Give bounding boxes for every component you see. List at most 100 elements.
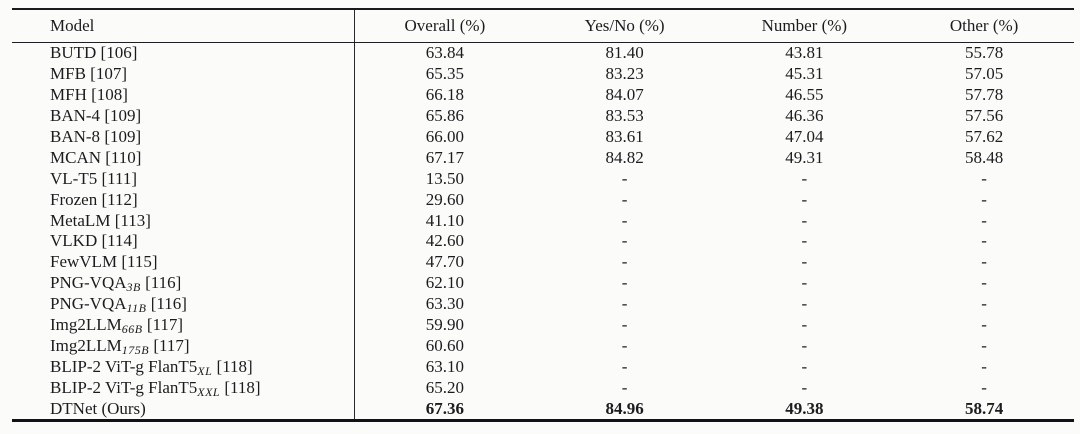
table-row: DTNet (Ours) 67.36 84.96 49.38 58.74 bbox=[12, 397, 1074, 419]
table-row: VLKD [114] 42.60 - - - bbox=[12, 230, 1074, 252]
header-cell-yesno: Yes/No (%) bbox=[584, 16, 665, 36]
number-cell: - bbox=[801, 210, 808, 230]
other-cell: - bbox=[981, 273, 987, 293]
model-name: Img2LLM bbox=[50, 315, 122, 335]
number-cell: - bbox=[801, 335, 808, 355]
table-row: MCAN [110] 67.17 84.82 49.31 58.48 bbox=[12, 146, 1074, 168]
model-subscript: XXL bbox=[197, 384, 221, 399]
model-name: FewVLM bbox=[50, 252, 118, 272]
model-name: Frozen bbox=[50, 189, 98, 209]
overall-cell: 47.70 bbox=[425, 252, 464, 272]
yesno-cell: - bbox=[621, 189, 628, 209]
model-cell: MFB [107] bbox=[12, 63, 355, 85]
overall-cell: 65.86 bbox=[425, 106, 464, 126]
model-cell: Img2LLM 175B [117] bbox=[12, 334, 355, 357]
yesno-cell: 84.07 bbox=[605, 85, 644, 105]
number-cell: 45.31 bbox=[785, 64, 824, 84]
number-cell: 46.55 bbox=[785, 85, 824, 105]
model-name: MFB bbox=[50, 64, 86, 84]
overall-cell: 65.20 bbox=[425, 377, 464, 397]
other-cell: - bbox=[981, 210, 987, 230]
header-cell-number: Number (%) bbox=[761, 16, 848, 36]
model-citation: [106] bbox=[96, 43, 138, 63]
model-cell: MCAN [110] bbox=[12, 146, 355, 168]
table-row: PNG-VQA 11B [116] 63.30 - - - bbox=[12, 293, 1074, 314]
table-row: Img2LLM 66B [117] 59.90 - - - bbox=[12, 314, 1074, 335]
overall-cell: 67.36 bbox=[425, 398, 464, 418]
number-cell: 47.04 bbox=[785, 127, 824, 146]
model-citation: [118] bbox=[212, 356, 253, 376]
table-row: BAN-4 [109] 65.86 83.53 46.36 57.56 bbox=[12, 105, 1074, 127]
model-cell: DTNet (Ours) bbox=[12, 397, 355, 419]
other-cell: - bbox=[981, 377, 987, 397]
number-cell: 43.81 bbox=[785, 43, 824, 63]
other-cell: 57.62 bbox=[965, 127, 1004, 146]
model-citation: [107] bbox=[85, 64, 127, 84]
table-header-row: Model Overall (%) Yes/No (%) Number (%) … bbox=[12, 10, 1074, 43]
model-citation: [117] bbox=[142, 315, 184, 335]
yesno-cell: 83.61 bbox=[605, 127, 644, 146]
yesno-cell: - bbox=[621, 273, 628, 293]
overall-cell: 59.90 bbox=[425, 315, 464, 335]
model-cell: MetaLM [113] bbox=[12, 209, 355, 231]
number-cell: - bbox=[801, 168, 808, 188]
model-cell: BAN-8 [109] bbox=[12, 126, 355, 147]
model-citation: [115] bbox=[117, 252, 158, 272]
overall-cell: 29.60 bbox=[425, 189, 464, 209]
other-cell: 55.78 bbox=[965, 43, 1004, 63]
yesno-cell: - bbox=[621, 252, 628, 272]
overall-cell: 60.60 bbox=[425, 335, 464, 355]
model-cell: VLKD [114] bbox=[12, 230, 355, 252]
model-name: DTNet (Ours) bbox=[50, 398, 146, 418]
model-subscript: 175B bbox=[121, 342, 150, 357]
model-citation: [112] bbox=[97, 189, 138, 209]
other-cell: 57.56 bbox=[965, 106, 1004, 126]
header-cell-other: Other (%) bbox=[949, 16, 1019, 36]
model-cell: BLIP-2 ViT-g FlanT5 XXL [118] bbox=[12, 376, 355, 399]
number-cell: - bbox=[801, 189, 808, 209]
other-cell: - bbox=[981, 168, 987, 188]
yesno-cell: 83.53 bbox=[605, 106, 644, 126]
header-cell-overall: Overall (%) bbox=[404, 16, 486, 36]
table-row: PNG-VQA 3B [116] 62.10 - - - bbox=[12, 272, 1074, 293]
model-cell: Frozen [112] bbox=[12, 188, 355, 210]
model-citation: [110] bbox=[101, 147, 142, 167]
other-cell: - bbox=[981, 252, 987, 272]
number-cell: - bbox=[801, 294, 808, 314]
number-cell: - bbox=[801, 315, 808, 335]
model-name: BAN-4 bbox=[50, 106, 101, 126]
table-row: BLIP-2 ViT-g FlanT5 XL [118] 63.10 - - - bbox=[12, 355, 1074, 377]
model-cell: VL-T5 [111] bbox=[12, 167, 355, 189]
table-row: MFB [107] 65.35 83.23 45.31 57.05 bbox=[12, 63, 1074, 85]
model-name: BLIP-2 ViT-g FlanT5 bbox=[50, 377, 198, 397]
table-row: Img2LLM 175B [117] 60.60 - - - bbox=[12, 334, 1074, 357]
model-citation: [117] bbox=[149, 335, 190, 355]
model-cell: BLIP-2 ViT-g FlanT5 XL [118] bbox=[12, 355, 355, 377]
model-citation: [116] bbox=[146, 294, 187, 314]
model-cell: BUTD [106] bbox=[12, 42, 355, 64]
other-cell: 58.48 bbox=[965, 147, 1004, 167]
results-table: Model Overall (%) Yes/No (%) Number (%) … bbox=[12, 8, 1074, 422]
model-name: PNG-VQA bbox=[50, 294, 127, 314]
model-name: BUTD bbox=[50, 43, 97, 63]
yesno-cell: - bbox=[621, 315, 628, 335]
model-subscript: 66B bbox=[121, 322, 143, 337]
yesno-cell: 84.82 bbox=[605, 147, 644, 167]
yesno-cell: - bbox=[621, 335, 628, 355]
table-row: MetaLM [113] 41.10 - - - bbox=[12, 209, 1074, 231]
model-citation: [108] bbox=[86, 85, 128, 105]
model-cell: PNG-VQA 11B [116] bbox=[12, 293, 355, 314]
model-cell: Img2LLM 66B [117] bbox=[12, 314, 355, 335]
overall-cell: 13.50 bbox=[425, 168, 464, 188]
model-name: MCAN bbox=[50, 147, 102, 167]
model-citation: [118] bbox=[220, 377, 261, 397]
other-cell: - bbox=[981, 231, 987, 251]
other-cell: - bbox=[981, 189, 987, 209]
header-cell-model: Model bbox=[12, 10, 355, 42]
model-name: VLKD bbox=[50, 231, 98, 251]
number-cell: - bbox=[801, 356, 808, 376]
yesno-cell: - bbox=[621, 377, 628, 397]
model-name: PNG-VQA bbox=[50, 273, 127, 293]
overall-cell: 66.00 bbox=[425, 127, 464, 146]
table-row: BAN-8 [109] 66.00 83.61 47.04 57.62 bbox=[12, 126, 1074, 147]
